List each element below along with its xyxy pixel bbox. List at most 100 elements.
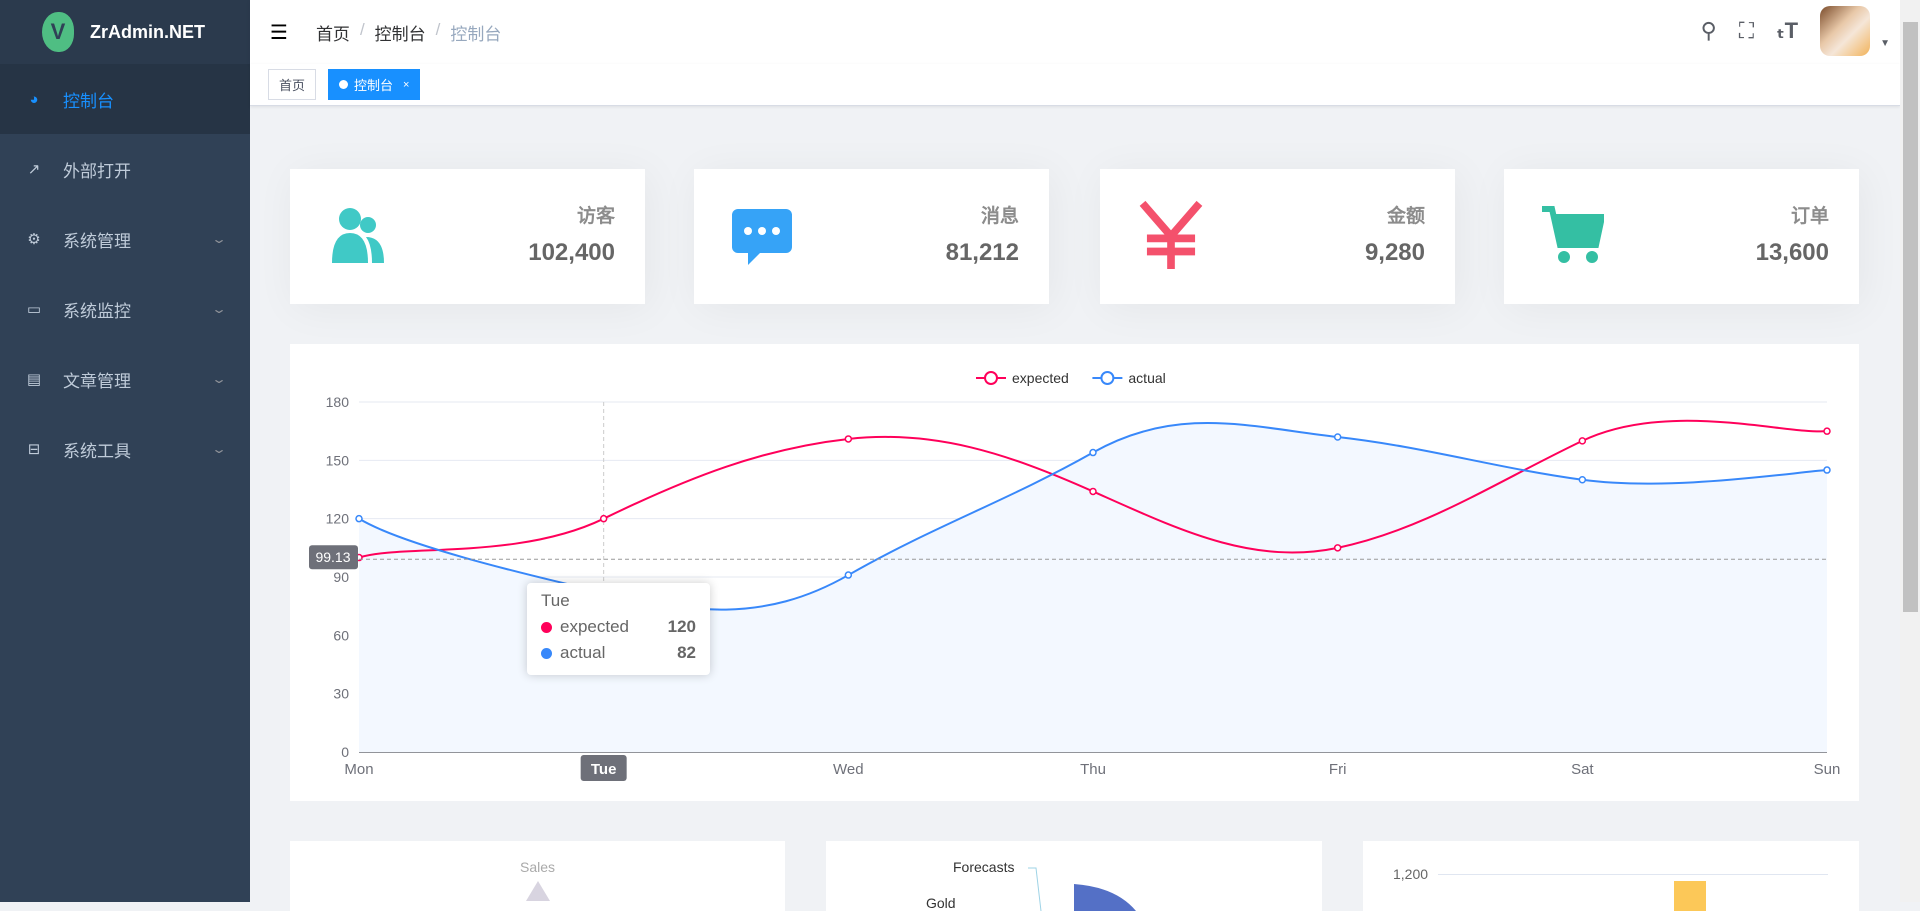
legend-marker [1100,371,1115,385]
radar-shape [526,881,550,901]
sidebar-item-system[interactable]: ⚙ 系统管理 ⌄ [0,204,250,274]
legend-marker [984,371,998,385]
stat-value: 13,600 [1755,239,1829,266]
yen-icon [1139,200,1203,269]
data-point [844,571,853,579]
pie-chart-panel: Forecasts Gold [826,841,1322,911]
stat-card-visitors[interactable]: 访客 102,400 [290,169,645,304]
tag-dashboard[interactable]: 控制台 × [328,69,421,100]
monitor-icon: ▭ [26,301,42,318]
stat-value: 9,280 [1364,239,1425,266]
y-tick-label: 180 [326,394,350,410]
sidebar-item-tools[interactable]: ⊟ 系统工具 ⌄ [0,414,250,484]
sidebar-item-dashboard[interactable]: ◕ 控制台 [0,64,250,134]
y-tick-label: 120 [326,511,350,527]
stat-card-amount[interactable]: 金额 9,280 [1100,169,1455,304]
crosshair-y-label: 99.13 [315,549,350,565]
document-icon: ▤ [26,371,42,388]
scroll-thumb[interactable] [1903,22,1918,612]
stat-label: 金额 [1386,206,1425,227]
data-point [599,514,608,523]
shopping-cart-icon [1542,206,1604,263]
tooltip-value: 82 [677,643,696,662]
crosshair-x-label: Tue [591,761,617,778]
legend-label-expected: expected [1012,370,1069,386]
radar-title: Sales [519,859,556,875]
x-tick-label: Sun [1814,761,1841,778]
sidebar-item-label: 系统管理 [63,231,131,251]
stat-value: 81,212 [945,239,1019,266]
fullscreen-icon[interactable]: ⛶ [1738,18,1755,43]
stat-label: 订单 [1790,206,1829,227]
y-tick-label: 0 [341,744,349,760]
radar-chart-panel: Sales [290,841,785,911]
tag-home[interactable]: 首页 [268,69,317,100]
sidebar-item-articles[interactable]: ▤ 文章管理 ⌄ [0,344,250,414]
chevron-down-icon: ⌄ [210,442,228,456]
navbar: ☰ 首页 / 控制台 / 控制台 ⚲ ⛶ ₜT ▼ [250,0,1900,64]
data-point [1823,427,1831,435]
breadcrumb-home[interactable]: 首页 [315,24,350,44]
series-area [359,422,1827,752]
breadcrumb: 首页 / 控制台 / 控制台 [315,19,502,44]
sidebar-item-label: 系统工具 [63,441,131,461]
data-point [844,435,853,443]
stat-label: 访客 [576,206,615,227]
legend-label-actual: actual [1128,370,1165,386]
breadcrumb-current: 控制台 [450,24,502,44]
crosshair-y-label-bg [309,545,358,570]
message-icon [732,209,792,265]
stat-value: 102,400 [528,239,615,266]
sidebar-item-monitor[interactable]: ▭ 系统监控 ⌄ [0,274,250,344]
series-dot [541,621,552,633]
caret-down-icon[interactable]: ▼ [1880,37,1890,49]
stat-card-messages[interactable]: 消息 81,212 [694,169,1049,304]
line-chart-panel: 0 30 60 90 120 150 180 Mon Wed Thu Fri Sat Sun 99.13 T… [290,344,1859,801]
tooltip-series-name: actual [560,643,606,662]
pie-label: Forecasts [953,859,1015,875]
people-icon [332,208,384,263]
x-tick-label: Wed [833,761,864,778]
data-point [1089,448,1097,457]
crosshair-x-label-bg [580,755,627,781]
sidebar-item-label: 系统监控 [63,301,131,321]
sidebar-item-label: 控制台 [63,91,114,111]
chart-tooltip: Tue expected 120 actual 82 [527,583,710,675]
data-point [1823,466,1831,474]
x-tick-label: Fri [1329,761,1347,778]
data-point [1333,544,1342,552]
sidebar: V ZrAdmin.NET ◕ 控制台 ↗ 外部打开 ⚙ 系统管理 ⌄ ▭ 系统监控 ⌄ ▤… [0,0,250,902]
sidebar-item-label: 文章管理 [63,371,131,391]
pie-slice[interactable] [1074,884,1136,911]
breadcrumb-item[interactable]: 控制台 [374,24,426,44]
line-chart[interactable]: 0 30 60 90 120 150 180 Mon Wed Thu Fri Sat Sun 99.13 T… [290,344,1859,801]
data-point [1333,433,1342,441]
dashboard-icon: ◕ [29,90,39,108]
search-icon[interactable]: ⚲ [1700,18,1717,43]
data-point [355,514,363,523]
bar-chart-panel: 1,200 [1363,841,1859,911]
scrollbar[interactable] [1900,0,1920,902]
data-point [1578,476,1587,484]
bar[interactable] [1674,881,1706,911]
y-tick-label: 1,200 [1393,866,1429,882]
data-point [1089,487,1097,496]
logo[interactable]: V ZrAdmin.NET [0,0,250,64]
sidebar-item-external[interactable]: ↗ 外部打开 [0,134,250,204]
y-tick-label: 150 [326,452,350,468]
logo-icon: V [42,12,74,52]
hamburger-icon[interactable]: ☰ [270,21,288,44]
y-tick-label: 30 [333,686,349,702]
close-icon[interactable]: × [403,78,410,91]
tags-view: 首页 控制台 × [250,64,1900,106]
font-size-icon[interactable]: ₜT [1776,18,1799,43]
avatar[interactable] [1820,6,1871,56]
data-point [1578,437,1587,445]
chevron-down-icon: ⌄ [210,302,228,316]
stat-card-orders[interactable]: 订单 13,600 [1504,169,1859,304]
tooltip-value: 120 [667,617,696,636]
tooltip-series-name: expected [560,617,629,636]
chevron-down-icon: ⌄ [210,372,228,386]
toolbox-icon: ⊟ [27,441,41,458]
x-tick-label: Thu [1080,761,1106,778]
